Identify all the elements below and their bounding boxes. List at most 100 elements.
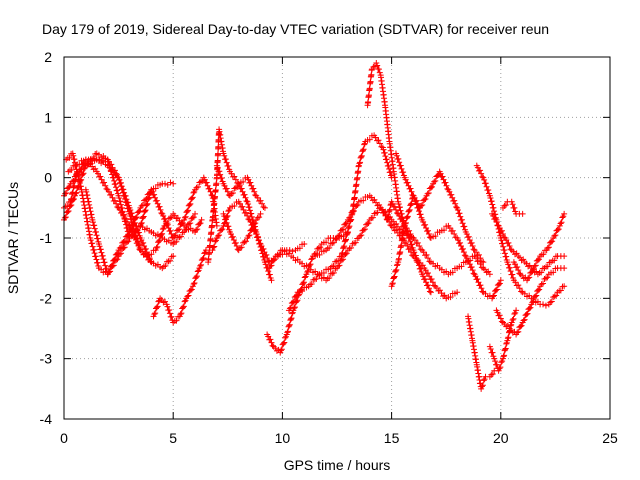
interp-point bbox=[167, 214, 174, 221]
interp-point bbox=[231, 203, 238, 210]
interp-point bbox=[222, 156, 229, 163]
interp-point bbox=[147, 189, 154, 196]
y-tick-label: 1 bbox=[44, 109, 52, 125]
interp-point bbox=[291, 304, 298, 311]
interp-point bbox=[428, 276, 435, 283]
interp-point bbox=[70, 196, 77, 203]
interp-point bbox=[238, 185, 245, 192]
interp-point bbox=[247, 179, 254, 186]
interp-point bbox=[380, 146, 387, 153]
interp-point bbox=[70, 177, 77, 184]
interp-point bbox=[485, 187, 492, 194]
interp-point bbox=[255, 237, 262, 244]
interp-point bbox=[502, 202, 509, 209]
interp-point bbox=[493, 218, 500, 225]
interp-point bbox=[121, 189, 128, 196]
interp-point bbox=[122, 192, 129, 199]
interp-point bbox=[545, 244, 552, 251]
interp-point bbox=[468, 263, 475, 270]
interp-point bbox=[206, 185, 213, 192]
interp-point bbox=[461, 223, 468, 230]
interp-point bbox=[124, 218, 131, 225]
data-point bbox=[198, 216, 205, 223]
interp-point bbox=[329, 270, 336, 277]
interp-point bbox=[340, 244, 347, 251]
interp-point bbox=[118, 250, 125, 257]
interp-point bbox=[134, 227, 141, 234]
interp-point bbox=[110, 262, 117, 269]
interp-point bbox=[177, 311, 184, 318]
interp-point bbox=[62, 190, 69, 197]
interp-point bbox=[80, 170, 87, 177]
interp-point bbox=[315, 245, 322, 252]
interp-point bbox=[214, 232, 221, 239]
interp-point bbox=[287, 304, 294, 311]
interp-point bbox=[370, 64, 377, 71]
interp-point bbox=[94, 235, 101, 242]
interp-point bbox=[120, 245, 127, 252]
series-track-6 bbox=[65, 156, 155, 266]
interp-point bbox=[92, 253, 99, 260]
interp-point bbox=[478, 258, 485, 265]
interp-point bbox=[406, 206, 413, 213]
interp-point bbox=[67, 202, 74, 209]
interp-point bbox=[425, 255, 431, 262]
interp-point bbox=[167, 257, 174, 264]
interp-point bbox=[414, 239, 421, 246]
interp-point bbox=[426, 288, 433, 295]
interp-point bbox=[187, 287, 194, 294]
interp-point bbox=[131, 233, 138, 240]
interp-point bbox=[439, 173, 446, 180]
interp-point bbox=[335, 232, 342, 239]
interp-point bbox=[477, 255, 484, 262]
interp-point bbox=[333, 258, 340, 265]
interp-point bbox=[163, 258, 170, 265]
interp-point bbox=[408, 188, 415, 195]
interp-point bbox=[502, 346, 509, 353]
x-tick-label: 10 bbox=[275, 430, 291, 446]
interp-point bbox=[185, 292, 192, 299]
interp-point bbox=[518, 288, 525, 295]
interp-point bbox=[135, 208, 142, 215]
interp-point bbox=[441, 227, 448, 234]
interp-point bbox=[167, 179, 174, 186]
interp-point bbox=[326, 244, 333, 251]
interp-point bbox=[338, 226, 345, 233]
interp-point bbox=[266, 271, 273, 278]
interp-point bbox=[123, 196, 130, 203]
interp-point bbox=[93, 232, 100, 239]
interp-point bbox=[520, 317, 527, 324]
interp-point bbox=[308, 256, 315, 263]
interp-point bbox=[284, 329, 291, 336]
interp-point bbox=[101, 179, 108, 186]
interp-point bbox=[144, 200, 151, 207]
interp-point bbox=[506, 243, 513, 250]
interp-point bbox=[453, 204, 460, 211]
interp-point bbox=[496, 312, 503, 319]
interp-point bbox=[65, 208, 72, 215]
interp-point bbox=[254, 194, 261, 201]
interp-point bbox=[101, 259, 108, 266]
interp-point bbox=[259, 200, 266, 207]
interp-point bbox=[168, 253, 175, 260]
interp-point bbox=[313, 275, 320, 282]
data-point bbox=[480, 259, 487, 266]
interp-point bbox=[124, 239, 131, 246]
interp-point bbox=[468, 239, 475, 246]
interp-point bbox=[490, 204, 497, 211]
interp-point bbox=[114, 256, 121, 263]
interp-point bbox=[395, 155, 402, 162]
y-tick-label: -2 bbox=[40, 290, 53, 306]
interp-point bbox=[73, 189, 80, 196]
interp-point bbox=[374, 62, 381, 69]
interp-point bbox=[256, 214, 263, 221]
interp-point bbox=[113, 170, 120, 177]
interp-point bbox=[511, 204, 518, 211]
interp-point bbox=[503, 253, 510, 260]
interp-point bbox=[374, 209, 381, 216]
interp-point bbox=[498, 227, 505, 234]
interp-point bbox=[469, 243, 476, 250]
interp-point bbox=[281, 339, 288, 346]
interp-point bbox=[262, 261, 269, 268]
interp-point bbox=[425, 189, 432, 196]
